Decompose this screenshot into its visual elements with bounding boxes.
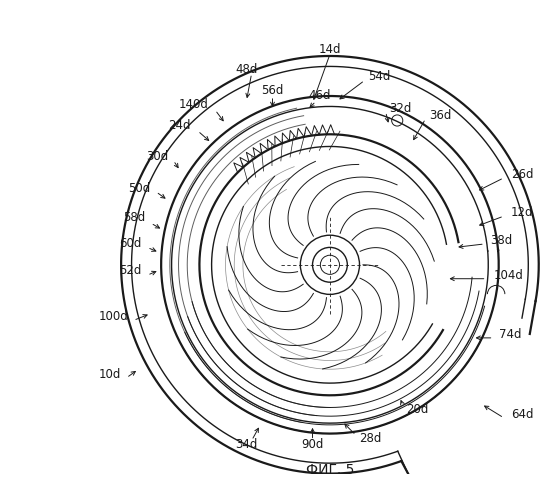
Text: 54d: 54d <box>368 70 391 84</box>
Text: 32d: 32d <box>389 102 411 114</box>
Text: 36d: 36d <box>429 108 451 122</box>
Text: 20d: 20d <box>407 402 429 415</box>
Text: 100d: 100d <box>98 310 128 324</box>
Text: 34d: 34d <box>235 438 258 450</box>
Text: 30d: 30d <box>146 150 168 164</box>
Text: 58d: 58d <box>123 212 146 224</box>
Text: 104d: 104d <box>494 268 523 281</box>
Text: 46d: 46d <box>308 90 331 102</box>
Text: 10d: 10d <box>99 368 121 381</box>
Text: 50d: 50d <box>129 182 150 194</box>
Text: 140d: 140d <box>178 98 208 111</box>
Text: 74d: 74d <box>499 328 521 341</box>
Text: 26d: 26d <box>511 168 534 181</box>
Text: ФИГ. 5: ФИГ. 5 <box>306 463 354 477</box>
Text: 64d: 64d <box>511 408 534 421</box>
Text: 28d: 28d <box>360 432 382 446</box>
Text: 24d: 24d <box>168 119 191 132</box>
Text: 14d: 14d <box>319 42 341 56</box>
Text: 56d: 56d <box>261 84 284 98</box>
Text: 60d: 60d <box>119 238 142 250</box>
Text: 48d: 48d <box>235 64 258 76</box>
Text: 52d: 52d <box>119 264 142 276</box>
Text: 38d: 38d <box>490 234 512 247</box>
Text: 12d: 12d <box>511 206 534 219</box>
Text: 90d: 90d <box>301 438 324 450</box>
